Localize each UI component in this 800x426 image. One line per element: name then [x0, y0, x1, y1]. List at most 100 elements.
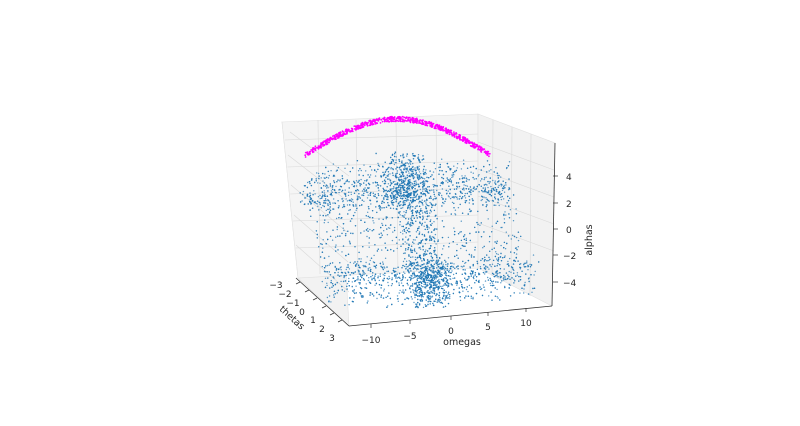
scatter-point — [507, 235, 510, 237]
scatter-point — [394, 195, 396, 197]
scatter-point — [394, 153, 396, 155]
scatter-point — [436, 228, 438, 230]
scatter-point — [356, 189, 359, 191]
scatter-point — [483, 267, 486, 269]
scatter-point — [424, 271, 426, 274]
scatter-point — [365, 215, 367, 217]
scatter-point — [497, 186, 499, 188]
scatter-point — [387, 178, 389, 180]
scatter-point — [350, 193, 352, 196]
scatter-point — [408, 271, 410, 273]
scatter-point — [484, 187, 486, 189]
scatter-point — [335, 236, 337, 238]
scatter-point — [299, 192, 301, 194]
scatter-point — [368, 183, 371, 186]
scatter-point — [437, 298, 439, 301]
scatter-point — [414, 167, 416, 169]
scatter-point — [335, 244, 337, 246]
scatter-point — [421, 202, 424, 204]
scatter-point — [426, 295, 428, 297]
scatter-point — [519, 268, 522, 270]
scatter-point — [328, 200, 330, 202]
scatter-point — [355, 285, 357, 287]
scatter-point — [403, 156, 405, 158]
scatter-point — [412, 290, 415, 292]
scatter-point — [324, 219, 326, 221]
scatter-point — [428, 227, 430, 229]
scatter-point — [491, 299, 493, 301]
scatter-point — [467, 290, 469, 293]
scatter-point — [470, 256, 473, 258]
scatter-point — [372, 192, 374, 194]
scatter-point — [432, 304, 435, 306]
scatter-point — [415, 290, 417, 293]
scatter-point — [327, 177, 330, 179]
scatter-point — [494, 193, 496, 195]
scatter-point — [424, 292, 426, 294]
scatter-point — [361, 199, 363, 201]
scatter-point — [453, 233, 456, 236]
scatter-point — [493, 284, 495, 287]
scatter-point — [347, 194, 350, 197]
scatter-point — [420, 268, 422, 270]
scatter-point — [384, 180, 387, 183]
scatter-point — [526, 262, 528, 264]
scatter-point — [401, 303, 404, 305]
scatter-point — [329, 235, 332, 238]
scatter-point — [394, 180, 396, 183]
scatter-point — [423, 225, 425, 227]
scatter-point — [442, 248, 444, 250]
scatter-point — [341, 198, 343, 200]
scatter-point — [354, 261, 356, 263]
scatter-point — [487, 180, 489, 183]
scatter-point — [382, 187, 384, 190]
scatter-point — [423, 200, 426, 202]
scatter-point — [367, 269, 369, 271]
scatter-point — [428, 298, 430, 300]
scatter-point — [379, 185, 382, 187]
scatter-point — [454, 267, 456, 269]
scatter-point — [414, 173, 416, 175]
grid-line — [435, 119, 439, 275]
scatter-point — [432, 199, 434, 201]
scatter-point — [460, 220, 462, 222]
scatter-point — [422, 190, 424, 192]
scatter-point — [500, 252, 502, 255]
scatter-point — [400, 169, 402, 171]
scatter-point — [414, 250, 416, 253]
scatter-point — [492, 280, 495, 282]
scatter-point — [433, 276, 436, 278]
scatter-point — [416, 252, 418, 254]
scatter-point — [410, 256, 412, 258]
scatter-point — [425, 180, 427, 182]
scatter-point — [409, 208, 411, 210]
scatter-point — [440, 301, 443, 304]
scatter-point — [316, 172, 318, 174]
scatter-point — [480, 199, 482, 202]
scatter-point — [316, 237, 318, 239]
scatter-point — [404, 241, 406, 243]
scatter-point — [367, 191, 369, 194]
scatter-point — [480, 169, 482, 171]
scatter-point — [451, 174, 453, 176]
scatter-point — [404, 202, 406, 204]
scatter-point — [331, 283, 334, 285]
scatter-point — [414, 207, 416, 209]
scatter-point — [388, 204, 390, 207]
scatter-point — [416, 278, 418, 280]
scatter-point — [496, 258, 498, 260]
scatter-point — [371, 277, 373, 280]
scatter-point — [350, 191, 352, 193]
scatter-point — [318, 175, 320, 177]
scatter-point — [416, 217, 418, 219]
scatter-point — [409, 279, 412, 282]
scatter-point — [386, 270, 388, 273]
scatter-point — [383, 207, 385, 209]
scatter-point — [350, 198, 353, 200]
scatter-point — [390, 200, 392, 203]
scatter-point — [395, 201, 397, 203]
scatter-point — [354, 211, 356, 214]
scatter-point — [398, 201, 400, 204]
scatter-point — [349, 241, 351, 243]
scatter-point — [356, 279, 358, 281]
